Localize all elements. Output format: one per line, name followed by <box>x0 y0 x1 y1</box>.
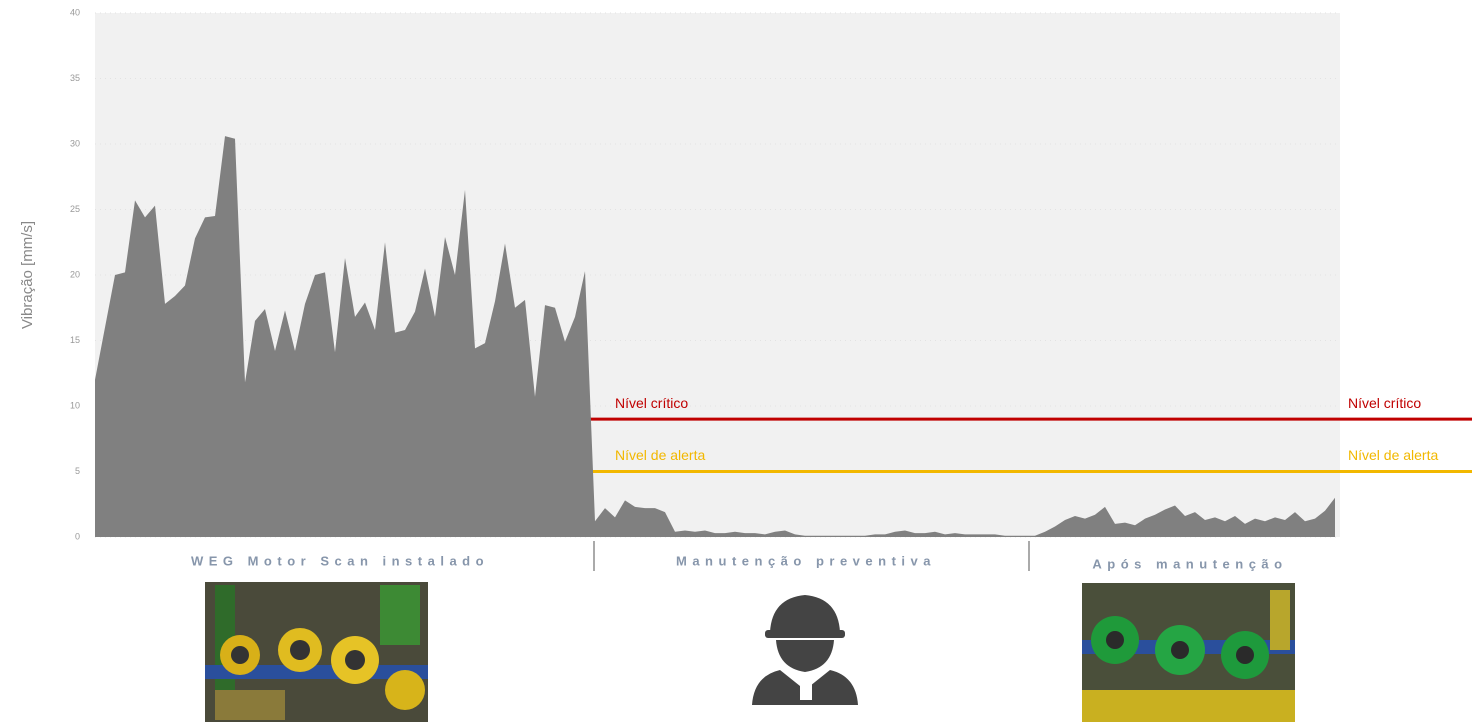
y-tick-label: 20 <box>70 269 80 279</box>
y-axis-label: Vibração [mm/s] <box>19 221 36 329</box>
threshold-label: Nível de alerta <box>1348 447 1438 463</box>
y-tick-label: 10 <box>70 400 80 410</box>
photo-motors-after <box>1082 583 1295 722</box>
y-tick-label: 5 <box>75 466 80 476</box>
section-label: Manutenção preventiva <box>676 553 936 568</box>
threshold-label: Nível crítico <box>1348 395 1421 411</box>
y-tick-label: 15 <box>70 335 80 345</box>
section-label: WEG Motor Scan instalado <box>191 553 489 568</box>
area <box>95 136 1335 537</box>
y-tick-label: 25 <box>70 204 80 214</box>
threshold-label: Nível de alerta <box>615 447 705 463</box>
threshold-label: Nível crítico <box>615 395 688 411</box>
y-tick-label: 40 <box>70 7 80 17</box>
grid: 0 5 10 15 20 25 30 35 40 <box>70 7 1340 541</box>
y-tick-label: 35 <box>70 73 80 83</box>
y-tick-label: 30 <box>70 138 80 148</box>
y-tick-label: 0 <box>75 531 80 541</box>
worker-icon <box>752 595 858 705</box>
photo-motors-before <box>205 582 428 722</box>
section-label: Após manutenção <box>1092 556 1287 571</box>
